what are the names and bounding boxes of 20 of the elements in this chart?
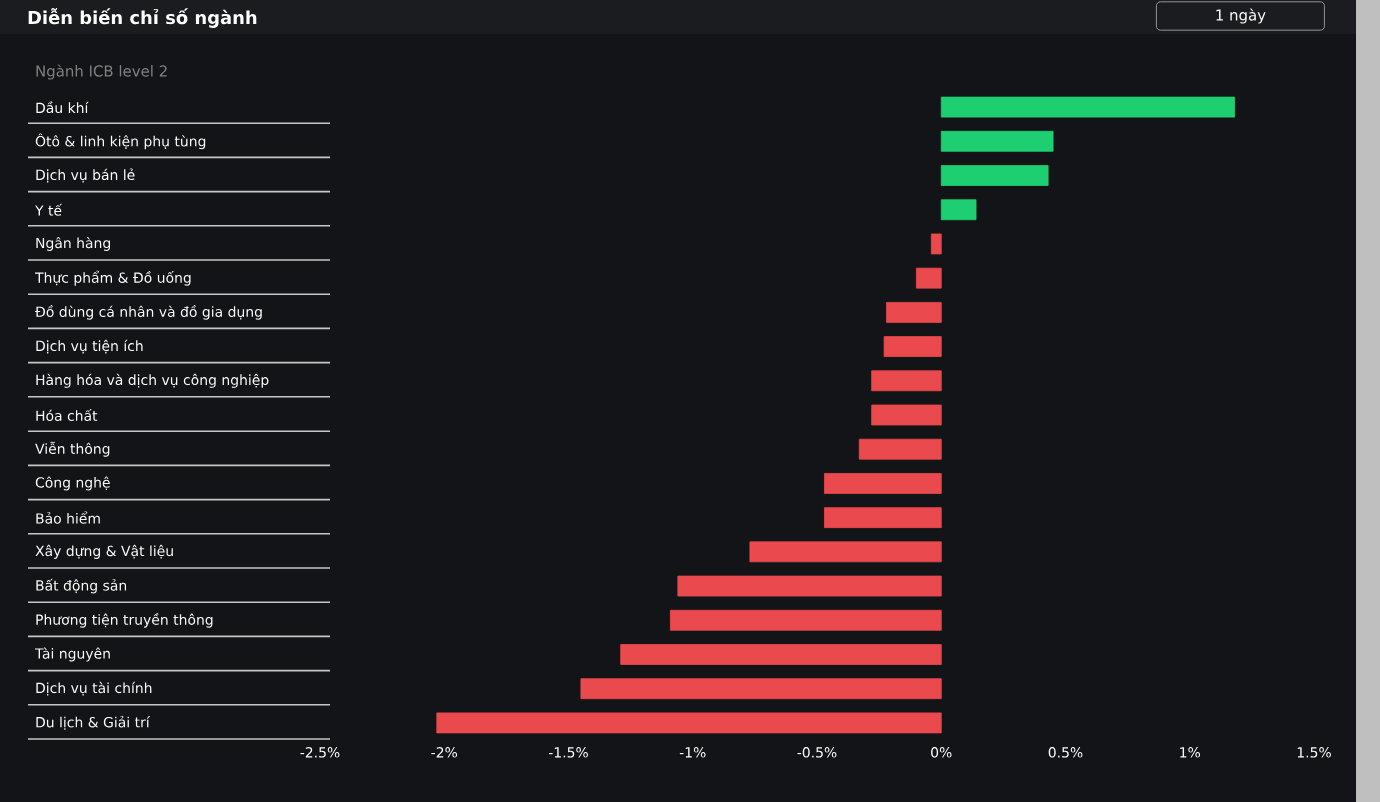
bar	[858, 438, 942, 460]
bar	[940, 165, 1049, 186]
bar	[883, 336, 942, 357]
bar	[886, 301, 942, 323]
bar	[940, 199, 977, 221]
bar	[871, 404, 942, 426]
bar	[669, 609, 942, 631]
bar	[930, 233, 942, 255]
bar	[940, 96, 1235, 118]
bar	[824, 473, 942, 494]
bar	[824, 507, 942, 529]
bar	[677, 575, 942, 597]
text: Diễn biến chỉ số ngành	[28, 8, 257, 28]
bar	[436, 712, 942, 734]
bar	[620, 644, 942, 665]
bar	[940, 130, 1054, 152]
bar	[580, 678, 942, 700]
bar	[916, 267, 942, 289]
bar	[871, 370, 942, 392]
bar	[749, 541, 942, 563]
